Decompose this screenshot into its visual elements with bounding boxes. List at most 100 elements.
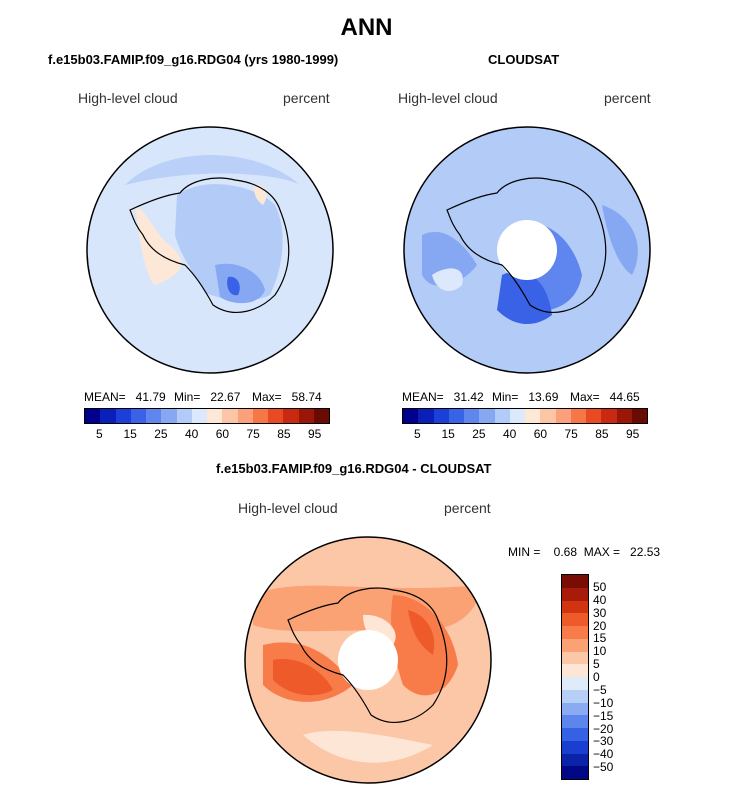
colorbar-swatch xyxy=(525,409,541,423)
colorbar-tick-label: −5 xyxy=(593,682,607,697)
colorbar-swatch xyxy=(313,409,329,423)
diff-colorbar-labels: 50 40 30 20 15 10 5 0 −5 −10 −15 −20 −30 −40 −50 xyxy=(593,574,653,778)
colorbar-swatch xyxy=(146,409,162,423)
diff-polar-map xyxy=(244,536,492,784)
colorbar-tick-label: 5 xyxy=(593,657,600,672)
colorbar-tick-label: 40 xyxy=(184,427,199,441)
diff-variable-label: High-level cloud xyxy=(238,500,338,516)
colorbar-swatch xyxy=(562,587,588,601)
colorbar-swatch xyxy=(252,409,268,423)
colorbar-swatch xyxy=(464,409,480,423)
colorbar-swatch xyxy=(403,409,419,423)
diff-data-gap xyxy=(338,630,398,690)
left-mean: MEAN= 41.79 xyxy=(84,390,166,404)
colorbar-swatch xyxy=(555,409,571,423)
colorbar-swatch xyxy=(631,409,647,423)
colorbar-swatch xyxy=(562,664,588,677)
colorbar-swatch xyxy=(562,626,588,639)
left-max: Max= 58.74 xyxy=(252,390,322,404)
colorbar-tick-label: −30 xyxy=(593,734,614,749)
colorbar-swatch xyxy=(268,409,284,423)
left-map-border xyxy=(86,126,334,374)
diff-colorbar xyxy=(561,574,589,780)
colorbar-swatch xyxy=(115,409,131,423)
left-units-label: percent xyxy=(283,90,330,106)
colorbar-swatch xyxy=(237,409,253,423)
colorbar-swatch xyxy=(161,409,177,423)
colorbar-swatch xyxy=(586,409,602,423)
colorbar-tick-label: −20 xyxy=(593,721,614,736)
colorbar-tick-label: −50 xyxy=(593,760,614,775)
colorbar-swatch xyxy=(562,575,588,588)
colorbar-swatch xyxy=(562,677,588,690)
colorbar-swatch xyxy=(562,651,588,665)
diff-panel-title: f.e15b03.FAMIP.f09_g16.RDG04 - CLOUDSAT xyxy=(216,461,492,476)
left-colorbar-labels: 5 15 25 40 60 75 85 95 xyxy=(84,427,330,441)
diff-units-label: percent xyxy=(444,500,491,516)
left-coastline xyxy=(129,177,290,314)
colorbar-swatch xyxy=(562,715,588,728)
colorbar-tick-label: 40 xyxy=(593,592,607,607)
colorbar-swatch xyxy=(562,753,588,767)
colorbar-swatch xyxy=(479,409,495,423)
colorbar-swatch xyxy=(130,409,146,423)
colorbar-tick-label: 15 xyxy=(123,427,137,441)
right-units-label: percent xyxy=(604,90,651,106)
colorbar-tick-label: 5 xyxy=(96,427,103,441)
colorbar-tick-label: 30 xyxy=(593,605,607,620)
colorbar-swatch xyxy=(562,638,588,652)
left-polar-map xyxy=(86,126,334,374)
colorbar-swatch xyxy=(207,409,223,423)
colorbar-swatch xyxy=(191,409,207,423)
left-variable-label: High-level cloud xyxy=(78,90,178,106)
colorbar-swatch xyxy=(601,409,617,423)
colorbar-tick-label: 50 xyxy=(593,579,607,594)
colorbar-swatch xyxy=(562,600,588,614)
colorbar-swatch xyxy=(298,409,314,423)
colorbar-swatch xyxy=(283,409,299,423)
colorbar-tick-label: −10 xyxy=(593,695,614,710)
colorbar-swatch xyxy=(494,409,510,423)
colorbar-swatch xyxy=(540,409,556,423)
right-min: Min= 13.69 xyxy=(492,390,559,404)
colorbar-tick-label: 85 xyxy=(595,427,609,441)
colorbar-swatch xyxy=(562,728,588,741)
colorbar-swatch xyxy=(562,689,588,703)
diff-map-border xyxy=(244,536,492,784)
right-colorbar xyxy=(402,408,648,424)
right-colorbar-labels: 5 15 25 40 60 75 85 95 xyxy=(402,427,648,441)
colorbar-tick-label: 60 xyxy=(215,427,230,441)
right-coastline xyxy=(446,177,607,314)
figure-title: ANN xyxy=(340,14,393,41)
colorbar-tick-label: 10 xyxy=(593,644,607,659)
right-max: Max= 44.65 xyxy=(570,390,640,404)
left-min: Min= 22.67 xyxy=(174,390,241,404)
colorbar-tick-label: 40 xyxy=(502,427,517,441)
colorbar-swatch xyxy=(562,613,588,626)
colorbar-tick-label: 95 xyxy=(307,427,322,441)
diff-coastline xyxy=(287,587,448,724)
colorbar-swatch xyxy=(418,409,434,423)
colorbar-swatch xyxy=(562,766,588,779)
colorbar-swatch xyxy=(570,409,586,423)
colorbar-tick-label: 15 xyxy=(593,631,607,646)
colorbar-swatch xyxy=(509,409,525,423)
colorbar-swatch xyxy=(448,409,464,423)
colorbar-tick-label: 0 xyxy=(593,670,600,684)
colorbar-tick-label: −40 xyxy=(593,747,614,762)
colorbar-tick-label: 75 xyxy=(564,427,578,441)
colorbar-tick-label: 5 xyxy=(414,427,421,441)
colorbar-tick-label: 60 xyxy=(533,427,548,441)
colorbar-swatch xyxy=(562,740,588,754)
left-contour-field xyxy=(87,127,333,373)
colorbar-tick-label: 95 xyxy=(625,427,640,441)
right-polar-map xyxy=(403,126,651,374)
colorbar-swatch xyxy=(222,409,238,423)
left-panel-title: f.e15b03.FAMIP.f09_g16.RDG04 (yrs 1980-1… xyxy=(48,52,339,67)
diff-contour-field xyxy=(245,537,491,783)
colorbar-tick-label: 75 xyxy=(246,427,260,441)
right-panel-title: CLOUDSAT xyxy=(488,52,560,67)
diff-minmax: MIN = 0.68 MAX = 22.53 xyxy=(508,545,661,559)
colorbar-tick-label: 85 xyxy=(277,427,291,441)
colorbar-swatch xyxy=(85,409,101,423)
